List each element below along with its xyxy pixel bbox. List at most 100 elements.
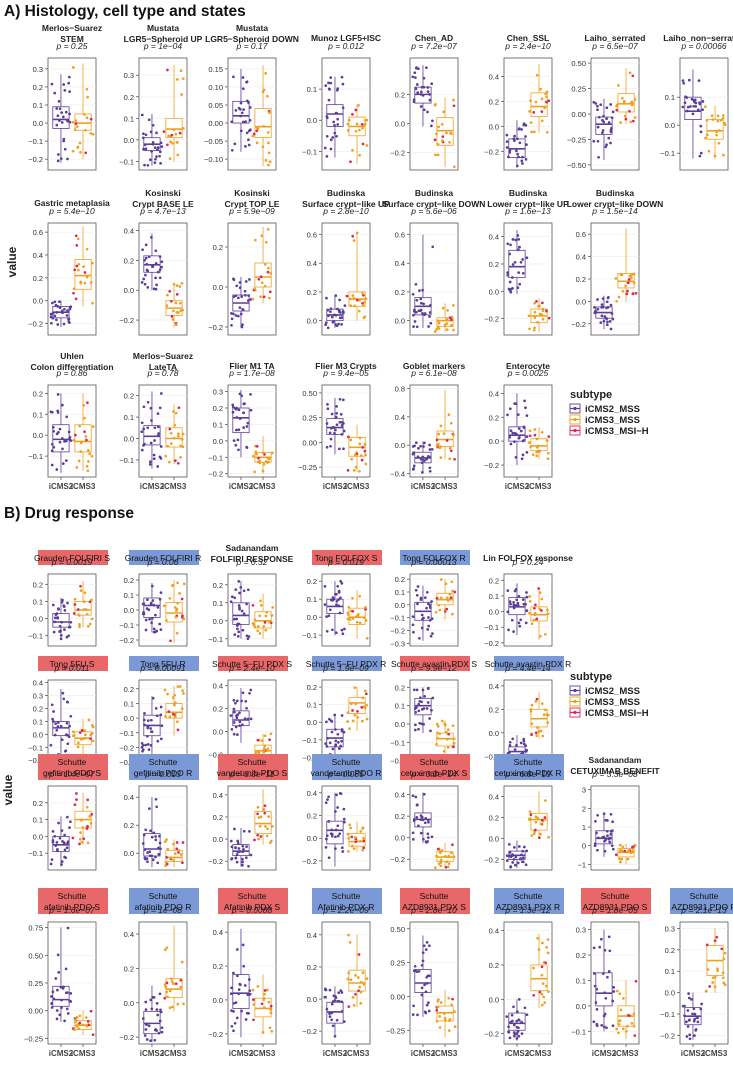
panel-4: Chen_ADp = 7.2e−07−0.20.00.2 bbox=[390, 33, 459, 171]
x-tick-label-iCMS2: iCMS2 bbox=[411, 1049, 436, 1058]
data-point bbox=[540, 702, 544, 705]
data-point bbox=[78, 837, 82, 841]
data-point bbox=[421, 288, 424, 292]
data-point bbox=[146, 598, 149, 602]
data-point bbox=[246, 717, 250, 721]
data-point bbox=[426, 818, 430, 822]
data-point bbox=[236, 713, 240, 717]
data-point bbox=[179, 69, 183, 73]
data-point bbox=[361, 303, 365, 307]
data-point bbox=[513, 440, 516, 444]
data-point bbox=[237, 580, 241, 583]
data-point bbox=[519, 618, 523, 622]
data-point bbox=[452, 742, 456, 745]
data-point bbox=[143, 258, 146, 262]
data-point bbox=[55, 123, 59, 127]
data-point bbox=[57, 607, 60, 610]
data-point bbox=[426, 110, 429, 114]
data-point bbox=[530, 733, 533, 737]
y-tick-label: −0.2 bbox=[390, 149, 405, 158]
data-point bbox=[439, 596, 443, 600]
data-point bbox=[441, 306, 445, 310]
data-point bbox=[264, 614, 268, 618]
data-point bbox=[75, 244, 79, 247]
data-point bbox=[334, 996, 338, 999]
data-point bbox=[618, 857, 621, 861]
data-point bbox=[52, 710, 55, 713]
box-iCMS2 bbox=[232, 100, 250, 124]
data-point bbox=[56, 393, 60, 396]
data-point bbox=[351, 149, 354, 152]
data-point bbox=[609, 103, 613, 106]
data-point bbox=[263, 744, 267, 748]
data-point bbox=[241, 844, 245, 848]
data-point bbox=[259, 275, 263, 279]
data-point bbox=[520, 159, 524, 163]
data-point bbox=[594, 102, 598, 105]
data-point bbox=[546, 938, 550, 941]
panel-pvalue-29: p = 2.4e−10 bbox=[228, 663, 275, 673]
data-point bbox=[73, 128, 77, 132]
data-point bbox=[236, 438, 240, 442]
y-tick-label: 0.2 bbox=[576, 275, 586, 284]
data-point bbox=[86, 1020, 90, 1023]
data-point bbox=[688, 1037, 692, 1041]
data-point bbox=[615, 108, 619, 112]
data-point bbox=[433, 866, 437, 870]
data-point bbox=[602, 812, 606, 816]
data-point bbox=[86, 625, 90, 628]
data-point bbox=[346, 129, 350, 132]
data-point bbox=[435, 854, 438, 858]
data-point bbox=[516, 601, 520, 605]
y-tick-label: 0.6 bbox=[307, 230, 317, 239]
data-point bbox=[347, 850, 350, 853]
data-point bbox=[535, 454, 539, 458]
data-point bbox=[338, 298, 341, 302]
y-tick-label: 0.1 bbox=[124, 114, 134, 123]
data-point bbox=[713, 154, 717, 158]
data-point bbox=[178, 301, 182, 305]
data-point bbox=[232, 699, 236, 702]
data-point bbox=[91, 301, 94, 305]
data-point bbox=[357, 989, 360, 993]
data-point bbox=[73, 268, 77, 272]
data-point bbox=[346, 977, 350, 981]
data-point bbox=[604, 818, 608, 822]
data-point bbox=[507, 155, 510, 159]
data-point bbox=[67, 634, 70, 638]
data-point bbox=[174, 301, 178, 305]
data-point bbox=[446, 599, 450, 602]
y-tick-label: 0.0 bbox=[489, 437, 499, 446]
data-point bbox=[413, 444, 416, 448]
data-point bbox=[347, 836, 351, 840]
data-point bbox=[334, 294, 338, 297]
data-point bbox=[516, 1030, 520, 1033]
data-point bbox=[421, 455, 425, 459]
data-point bbox=[532, 328, 536, 332]
data-point bbox=[239, 312, 243, 316]
data-point bbox=[425, 606, 428, 610]
data-point bbox=[621, 289, 625, 293]
data-point bbox=[256, 625, 260, 628]
box-iCMS2 bbox=[326, 1001, 344, 1024]
data-point bbox=[355, 620, 359, 624]
y-tick-label: −0.2 bbox=[484, 639, 499, 648]
data-point bbox=[532, 966, 535, 970]
y-tick-label: 0.1 bbox=[665, 93, 675, 102]
data-point bbox=[707, 149, 711, 153]
panel-pvalue-16: p = 0.78 bbox=[147, 368, 179, 378]
data-point bbox=[365, 977, 369, 980]
data-point bbox=[67, 735, 71, 739]
data-point bbox=[253, 625, 257, 629]
y-tick-label: 0.2 bbox=[307, 288, 317, 297]
data-point bbox=[258, 459, 261, 463]
data-point bbox=[55, 612, 59, 615]
y-tick-label: −0.25 bbox=[24, 1034, 43, 1043]
data-point bbox=[423, 983, 426, 987]
data-point bbox=[417, 727, 420, 731]
section-b-title: B) Drug response bbox=[4, 505, 134, 522]
data-point bbox=[74, 297, 78, 301]
